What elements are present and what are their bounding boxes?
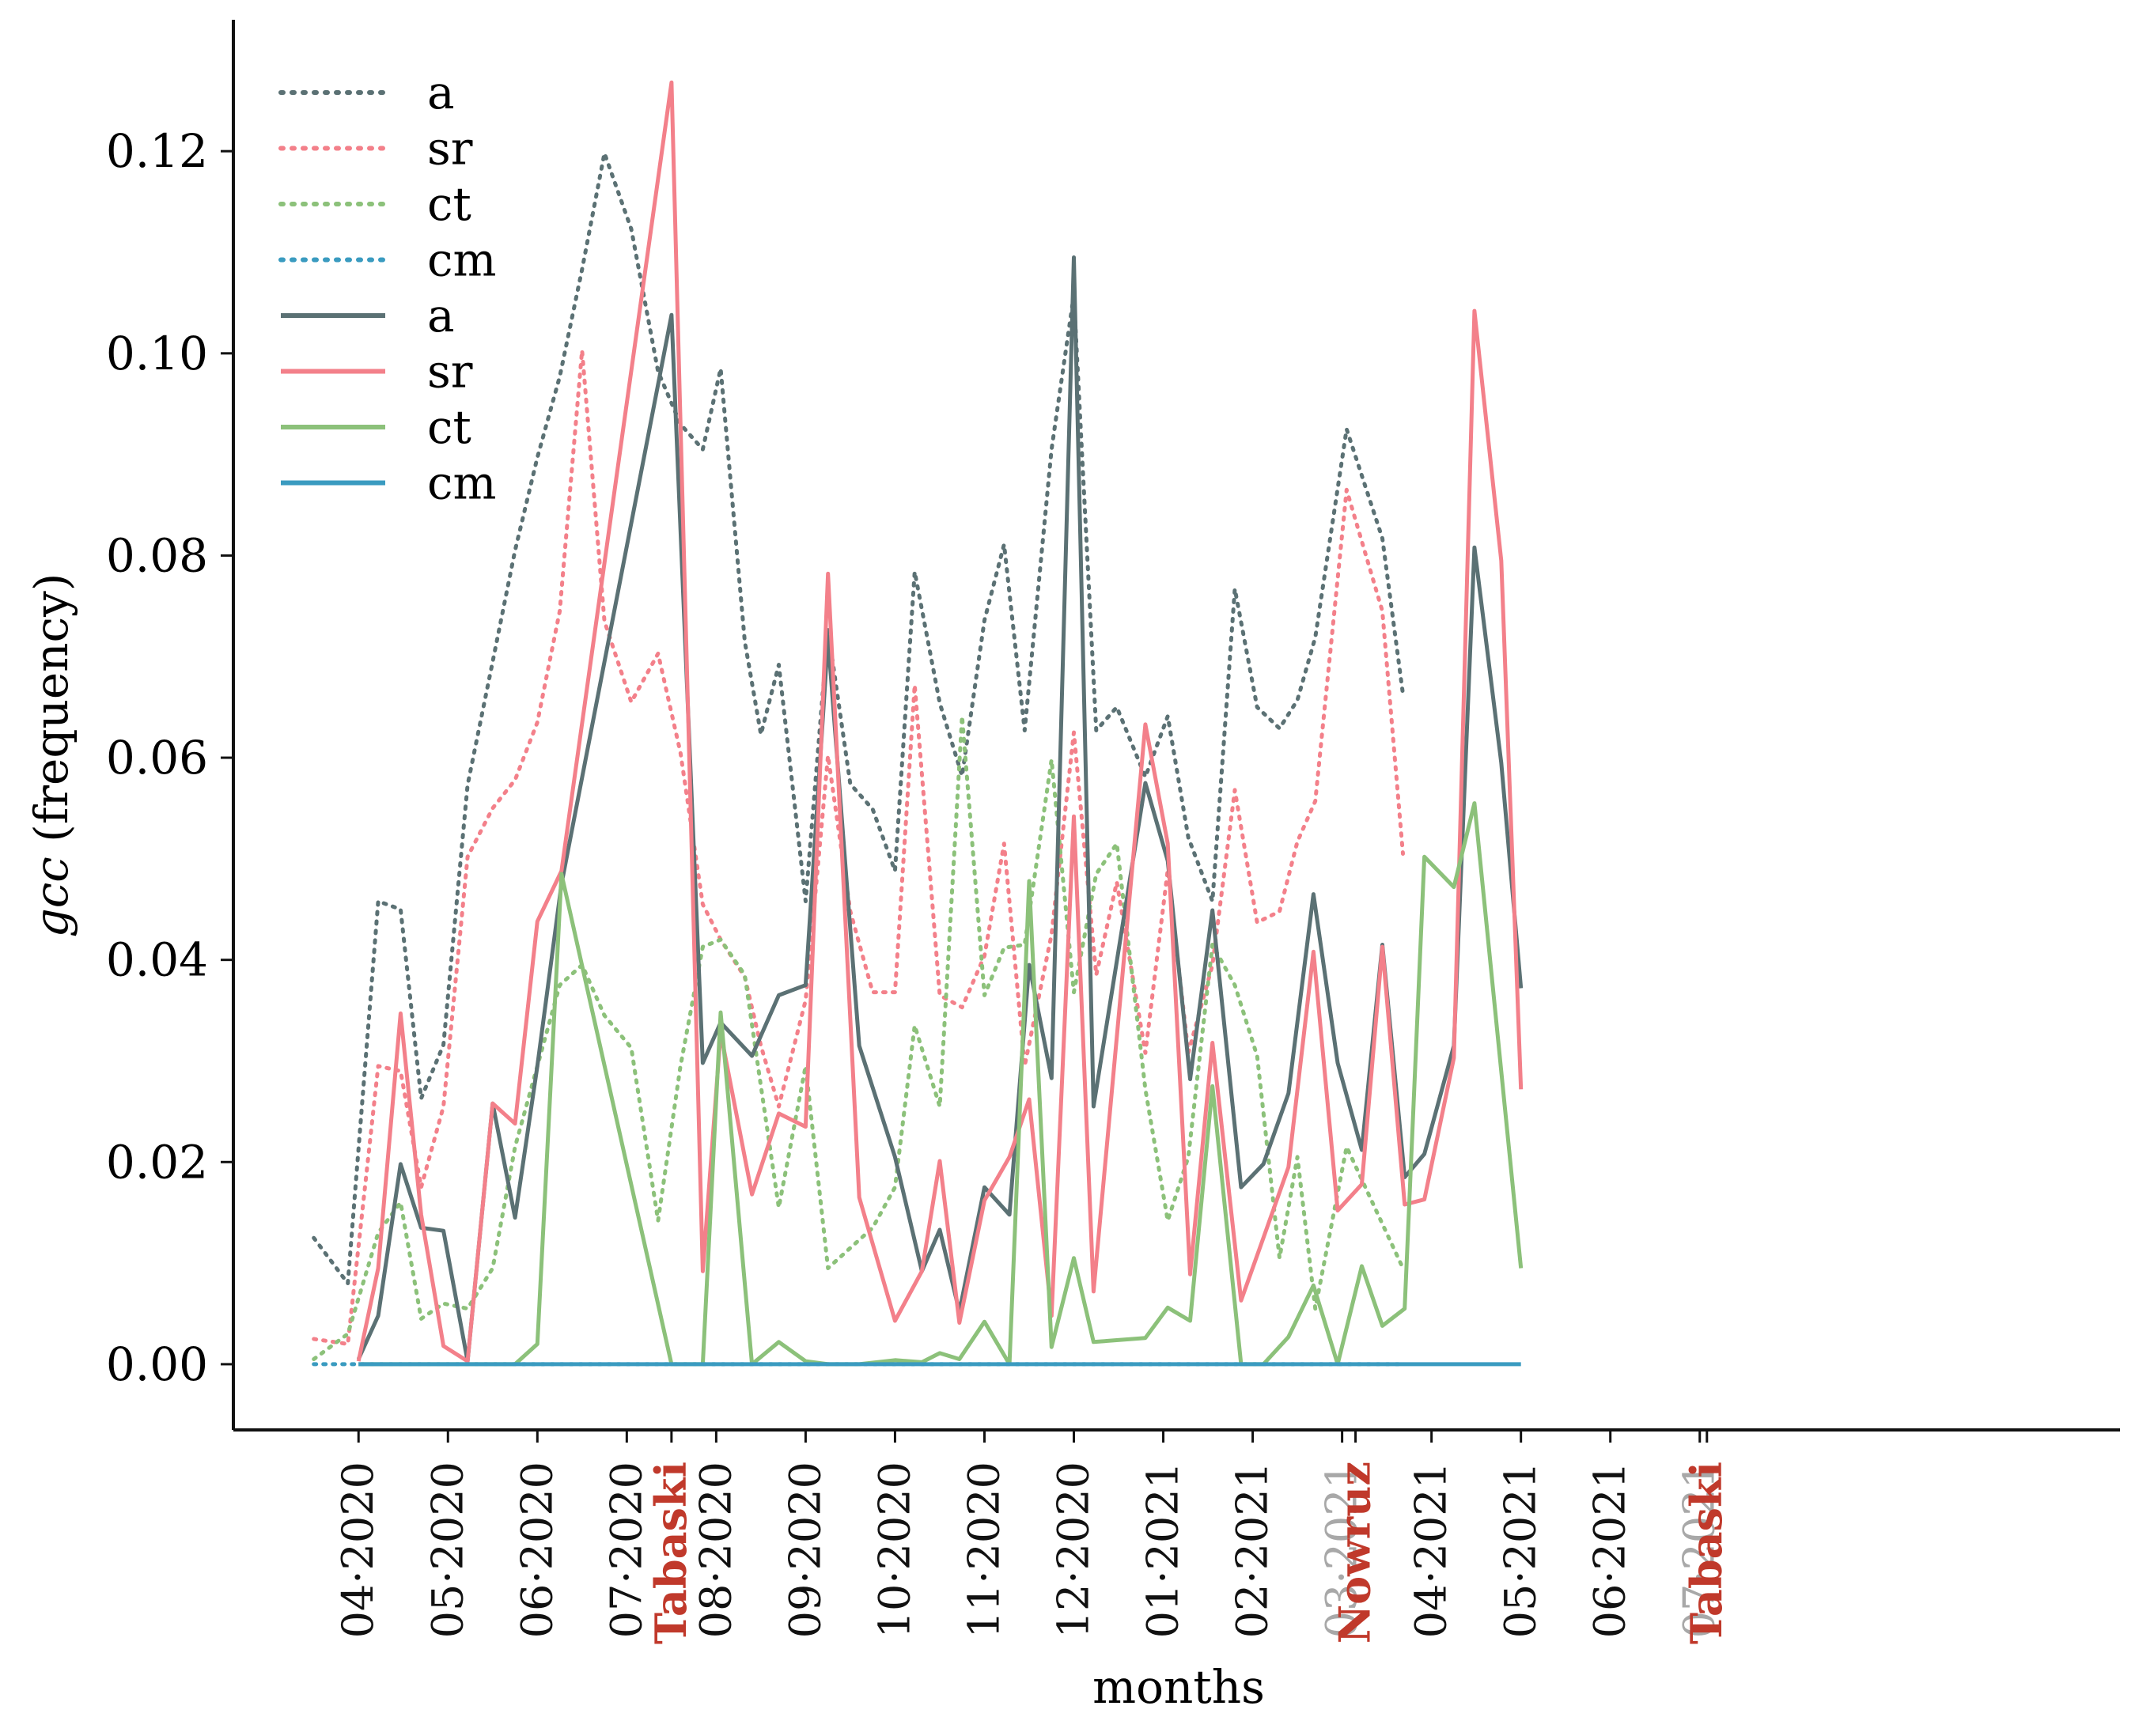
series-line-sr-solid [356,80,1524,1363]
legend-entry: sr [281,345,473,399]
series-layer [312,80,1524,1367]
x-tick-label: 07·2020 [601,1462,651,1638]
y-tick-label: 0.10 [106,327,208,380]
y-tick-label: 0.12 [106,124,208,178]
x-tick-label: 02·2021 [1228,1462,1278,1638]
x-tick-label: 11·2020 [959,1462,1009,1638]
x-tick-label: 12·2020 [1049,1462,1099,1638]
legend-label: a [427,66,455,119]
legend-entry: cm [281,456,496,510]
x-tick-label: 03·2021 [1317,1462,1367,1638]
legend-label: cm [427,233,496,287]
legend-label: sr [427,345,473,399]
legend-label: ct [427,177,471,231]
x-tick-label: 05·2021 [1496,1462,1546,1638]
legend-label: a [427,289,455,342]
x-tick-label: 04·2020 [333,1462,383,1638]
series-line-sr-dotted [312,348,1405,1346]
legend-entry: ct [281,400,471,454]
y-tick-label: 0.00 [106,1337,208,1391]
event-tick-label: Nowruz [1330,1462,1380,1643]
y-tick-label: 0.02 [106,1135,208,1189]
legend-label: cm [427,456,496,510]
series-line-a-dotted [312,151,1405,1286]
legend-entry: a [281,289,455,342]
event-tick-label: Tabaski [645,1462,696,1644]
x-tick-label: 08·2020 [691,1462,740,1638]
legend-entry: ct [278,177,471,231]
x-axis-label: months [1092,1660,1265,1714]
x-tick-label: 01·2021 [1138,1462,1188,1638]
legend-entry: cm [278,233,496,287]
legend-label: ct [427,400,471,454]
x-tick-label: 04·2021 [1406,1462,1456,1638]
x-tick-label: 09·2020 [780,1462,830,1638]
y-axis-label-symbol: gcc [25,857,78,937]
legend-entry: a [278,66,455,119]
x-tick-label: 06·2021 [1585,1462,1635,1638]
x-tick-label: 06·2020 [512,1462,562,1638]
legend-entry: sr [278,122,473,176]
series-line-ct-solid [358,801,1524,1367]
event-tick-label: Tabaski [1681,1462,1732,1644]
axes: 0.00 0.02 0.04 0.06 0.08 0.10 0.12 04·2020 05·20… [106,20,2120,1644]
x-tick-label: 05·2020 [422,1462,472,1638]
legend-label: sr [427,122,473,176]
series-line-a-solid [356,255,1524,1363]
y-tick-label: 0.04 [106,933,208,987]
x-tick-label: 07·2021 [1675,1462,1724,1638]
x-tick-label: 10·2020 [869,1462,919,1638]
y-axis-label: gcc (frequency) [25,573,78,938]
y-tick-label: 0.06 [106,731,208,785]
y-tick-label: 0.08 [106,528,208,582]
y-axis-label-unit: (frequency) [25,573,78,857]
